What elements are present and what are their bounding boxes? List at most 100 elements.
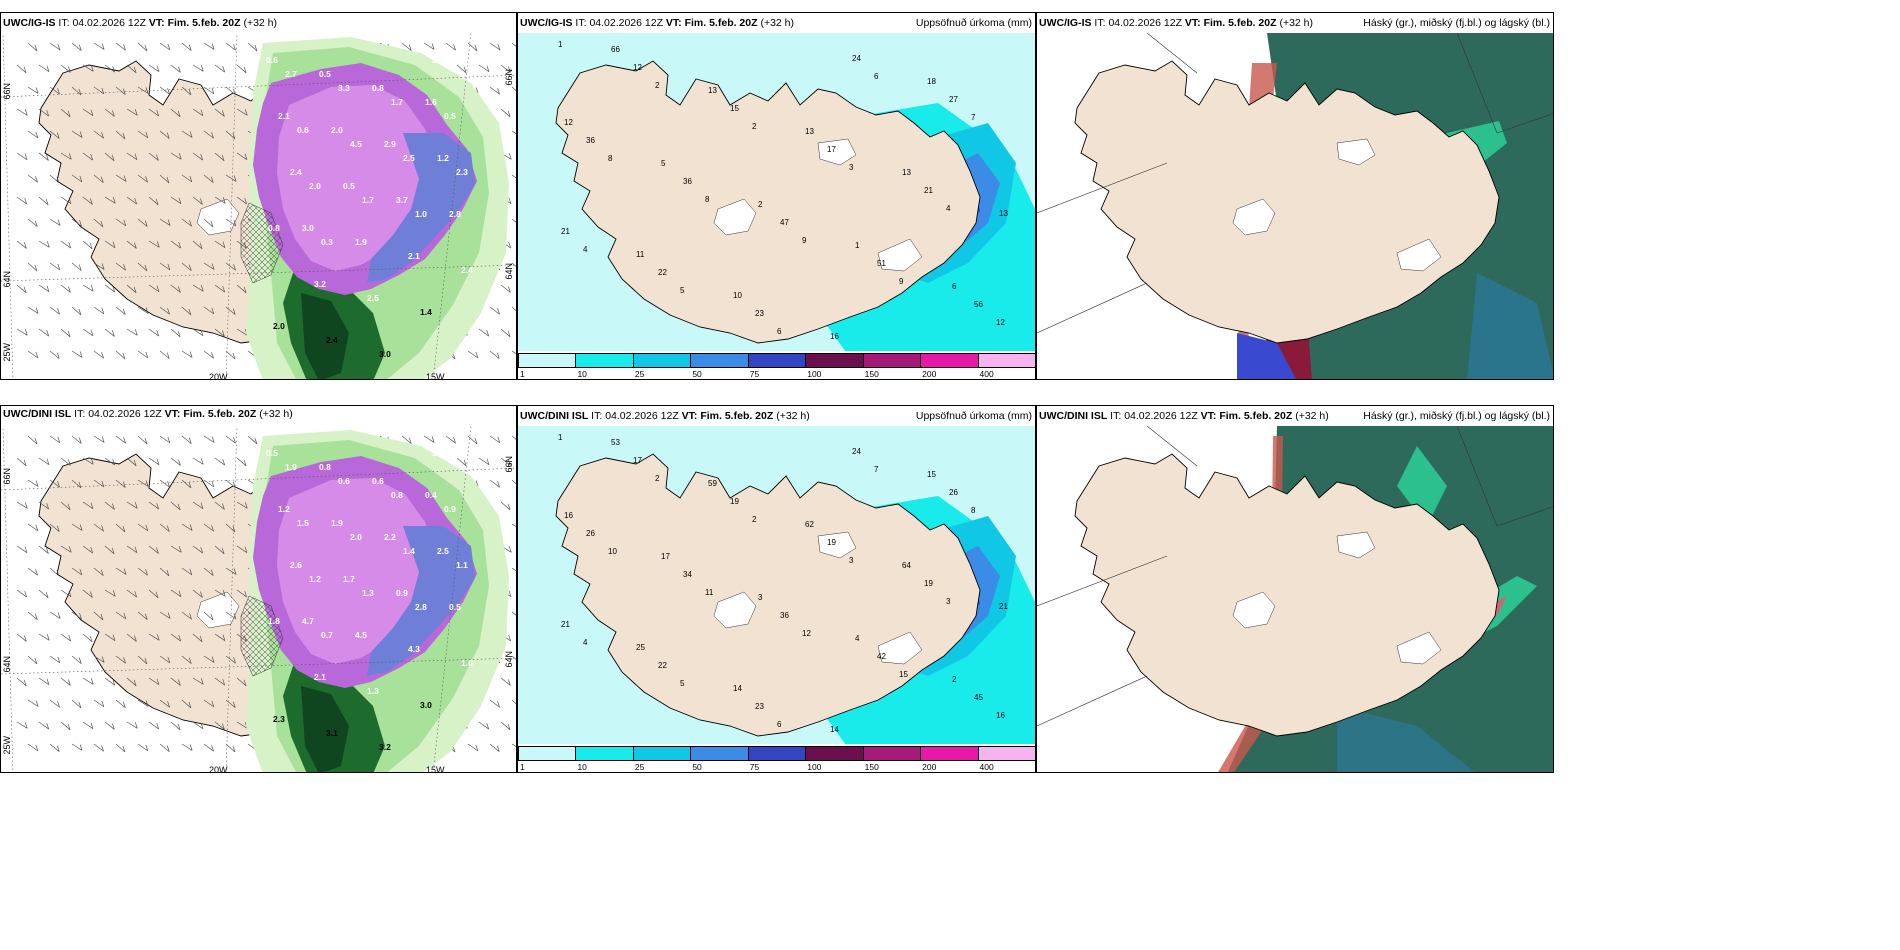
wind-barb-flag bbox=[122, 745, 126, 753]
wind-barb-flag bbox=[189, 220, 192, 227]
wind-barb-flag bbox=[79, 744, 83, 751]
wind-barb bbox=[16, 545, 28, 553]
wind-barb-flag bbox=[100, 176, 104, 183]
wind-barb-flag bbox=[211, 132, 214, 139]
wind-barb-flag bbox=[189, 131, 193, 138]
wind-barb-flag bbox=[166, 132, 170, 139]
wind-barb-flag bbox=[166, 525, 170, 532]
wind-barb-flag bbox=[90, 285, 94, 292]
snow-value: 1.4 bbox=[403, 546, 415, 556]
wind-barb-flag bbox=[134, 722, 138, 729]
wind-barb bbox=[181, 611, 192, 620]
wind-barb bbox=[159, 435, 171, 444]
snow-value: 0.6 bbox=[297, 125, 309, 135]
wind-barb-flag bbox=[68, 197, 72, 204]
lon-label-20w: 20W bbox=[209, 765, 228, 773]
wind-barb-flag bbox=[486, 722, 490, 730]
wind-barb bbox=[192, 152, 203, 161]
wind-barb bbox=[104, 64, 115, 73]
wind-barb-flag bbox=[101, 87, 105, 94]
wind-barb-flag bbox=[101, 480, 105, 487]
precip-value: 24 bbox=[852, 447, 861, 456]
wind-barb bbox=[192, 108, 204, 116]
wind-barb bbox=[148, 64, 160, 72]
wind-barb-flag bbox=[156, 285, 160, 292]
precip-value: 8 bbox=[705, 195, 710, 204]
wind-barb bbox=[137, 435, 148, 445]
wind-barb bbox=[236, 589, 247, 598]
precip-value: 59 bbox=[708, 479, 717, 488]
wind-barb bbox=[148, 721, 159, 730]
wind-barb-flag bbox=[112, 678, 116, 686]
colorbar-swatch bbox=[690, 746, 749, 761]
wind-barb-flag bbox=[144, 657, 148, 665]
wind-barb bbox=[170, 721, 181, 731]
precip-value: 2 bbox=[655, 81, 660, 90]
wind-barb-flag bbox=[232, 308, 236, 315]
precip-value: 4 bbox=[583, 638, 588, 647]
wind-barb bbox=[225, 479, 236, 488]
snow-value: 0.6 bbox=[372, 476, 384, 486]
wind-barb-flag bbox=[222, 634, 226, 641]
wind-barb bbox=[192, 64, 204, 72]
wind-barb bbox=[148, 108, 159, 117]
wind-barb bbox=[203, 130, 214, 139]
wind-barb bbox=[511, 479, 516, 485]
wind-barb-flag bbox=[211, 87, 215, 94]
wind-barb-flag bbox=[67, 110, 71, 117]
wind-barb bbox=[126, 589, 137, 598]
wind-barb-flag bbox=[508, 286, 511, 293]
wind-barb bbox=[115, 567, 127, 575]
precip-value: 24 bbox=[852, 54, 861, 63]
wind-barb-flag bbox=[111, 547, 115, 554]
wind-barb bbox=[38, 240, 50, 248]
lon-label-15w: 15W bbox=[426, 372, 445, 380]
vt-label: VT: bbox=[148, 17, 165, 29]
vt-label: VT: bbox=[164, 408, 181, 420]
wind-barb bbox=[82, 64, 94, 72]
wind-barb-flag bbox=[233, 612, 237, 619]
wind-barb bbox=[247, 435, 258, 445]
wind-barb-flag bbox=[145, 307, 149, 314]
wind-barb-flag bbox=[178, 286, 181, 293]
wind-barb-flag bbox=[112, 503, 115, 510]
precip-value: 15 bbox=[927, 470, 936, 479]
wind-barb bbox=[82, 677, 94, 685]
wind-barb bbox=[137, 743, 149, 752]
wind-barb bbox=[203, 42, 215, 50]
wind-barb bbox=[148, 545, 159, 554]
snow-value: 0.8 bbox=[319, 462, 331, 472]
wind-barb bbox=[236, 545, 248, 553]
wind-barb bbox=[214, 196, 226, 204]
snow-value: 1.2 bbox=[278, 504, 290, 514]
wind-barb bbox=[181, 479, 192, 489]
precip-value: 16 bbox=[830, 332, 839, 341]
coastline bbox=[555, 453, 981, 737]
snow-value: 1.6 bbox=[425, 97, 437, 107]
snow-value: 2.8 bbox=[415, 602, 427, 612]
wind-barb-flag bbox=[200, 109, 204, 116]
wind-barb-flag bbox=[112, 285, 116, 293]
wind-barb-flag bbox=[134, 546, 138, 553]
wind-barb-flag bbox=[166, 176, 170, 184]
init-time: 04.02.2026 12Z bbox=[1124, 410, 1198, 422]
wind-barb bbox=[82, 284, 94, 292]
precip-value: 18 bbox=[927, 77, 936, 86]
wind-barb-flag bbox=[233, 568, 237, 575]
longitude-line bbox=[1496, 506, 1553, 527]
snow-value: 2.4 bbox=[326, 335, 338, 345]
precip-value: 64 bbox=[902, 561, 911, 570]
wind-barb-flag bbox=[156, 329, 160, 337]
snow-value: 2.3 bbox=[273, 714, 285, 724]
wind-barb-flag bbox=[497, 88, 500, 95]
precip-value: 19 bbox=[827, 538, 836, 547]
wind-barb-flag bbox=[78, 88, 82, 96]
precip-value: 12 bbox=[802, 629, 811, 638]
wind-barb bbox=[104, 108, 115, 117]
wind-barb bbox=[60, 196, 72, 204]
precip-value: 23 bbox=[755, 309, 764, 318]
wind-barb bbox=[49, 42, 61, 51]
wind-barb bbox=[71, 86, 82, 96]
wind-barb-flag bbox=[200, 591, 203, 598]
wind-barb-flag bbox=[123, 44, 126, 51]
